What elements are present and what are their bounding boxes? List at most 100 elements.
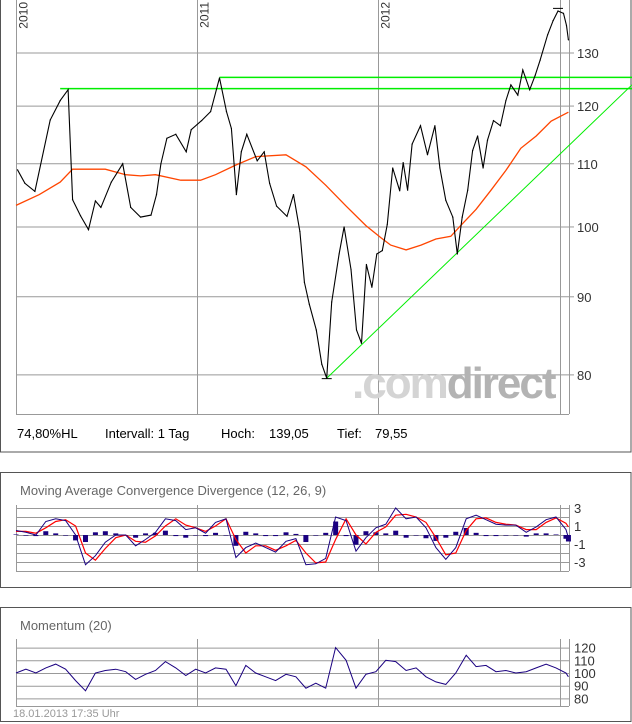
year-label: 2010 [17,2,31,29]
price-point [360,342,363,344]
macd-histogram-bar [323,532,329,535]
price-point [386,223,388,225]
price-point [467,189,469,191]
price-point [308,303,310,305]
price-point [546,34,549,36]
comdirect-logo: .comdirect [352,359,557,408]
price-point [365,263,368,266]
price-point [100,206,102,208]
macd-histogram-bar [53,533,59,535]
macd-histogram-bar [473,532,479,535]
price-point [286,215,288,218]
price-point [299,231,301,233]
price-point [343,226,345,228]
price-point [350,268,352,270]
macd-histogram-bar [133,535,139,538]
macd-histogram-bar [102,531,108,535]
momentum-tick-label: 110 [574,653,595,668]
price-point [160,163,162,165]
macd-histogram-bar [313,535,319,536]
price-point [139,216,142,218]
price-point [130,206,132,208]
price-point [209,111,212,113]
price-point [150,214,152,216]
macd-histogram-bar [423,535,429,539]
macd-histogram-bar [243,531,249,535]
macd-histogram-bar [33,535,39,537]
momentum-line [15,646,569,692]
macd-tick-label: 1 [574,519,581,534]
price-point [445,199,447,201]
info-low-value: 79,55 [375,426,408,441]
price-point [190,129,192,131]
price-panel: 80 90 100 110 120 130 2010 2011 2012 .comdirect 74… [0,0,632,453]
macd-histogram-bar [162,530,168,535]
price-point [24,182,26,184]
macd-tick-label: 3 [574,501,581,516]
macd-histogram-bar [63,535,69,536]
macd-line [15,507,569,566]
macd-histogram-bar [73,535,79,541]
price-point [275,205,278,207]
info-interval: Intervall: 1 Tag [105,426,189,441]
momentum-tick-label: 120 [574,641,596,656]
macd-histogram-bar [483,535,489,537]
momentum-panel-frame [0,607,632,722]
macd-histogram-bar [173,535,179,537]
price-point [529,89,531,91]
price-point [331,301,333,303]
macd-histogram-bar [343,535,349,537]
price-line [17,10,569,379]
info-high-value: 139,05 [269,426,309,441]
price-point [402,161,404,164]
macd-histogram-bar [203,535,209,537]
price-point [230,127,233,130]
price-point [376,253,378,255]
price-point [461,216,463,218]
price-point [122,163,124,165]
price-point [175,133,177,135]
price-point [263,151,265,153]
macd-histogram-bar [523,535,529,537]
price-point [486,139,489,141]
macd-histogram-bar [353,535,359,545]
price-point [303,281,305,283]
price-point [201,119,203,122]
price-point [240,151,242,153]
price-point [439,167,441,169]
logo-part-com: .com [352,359,447,408]
macd-histogram-bar [152,532,158,535]
macd-histogram-bar [413,535,419,536]
macd-histogram-bar [393,530,399,535]
macd-histogram-bar [553,534,559,535]
price-point [49,119,51,121]
macd-tick-label: -3 [574,555,586,570]
macd-histogram-bar [333,521,339,535]
macd-histogram-bar [82,535,88,543]
price-point [434,125,436,127]
momentum-tick-label: 100 [574,666,596,681]
price-point [477,135,479,137]
price-point [539,59,541,61]
price-point [67,89,69,91]
price-point [426,154,429,156]
price-point [235,193,237,196]
macd-histogram-bar [543,533,549,535]
price-point [225,111,228,113]
momentum-tick-label: 90 [574,679,588,694]
price-point [87,229,90,231]
year-label: 2011 [198,2,212,28]
y-tick-label: 110 [577,157,598,172]
trendline [326,84,632,379]
macd-histogram-bar [565,535,571,542]
price-point [510,84,512,86]
price-point [472,150,474,152]
macd-histogram-bar [493,535,499,537]
macd-histogram-bar [533,533,539,535]
macd-histogram-bar [223,535,229,536]
momentum-tick-label: 80 [574,691,588,706]
price-point [522,69,524,71]
macd-histogram-bar [13,534,19,535]
price-point [567,39,570,41]
